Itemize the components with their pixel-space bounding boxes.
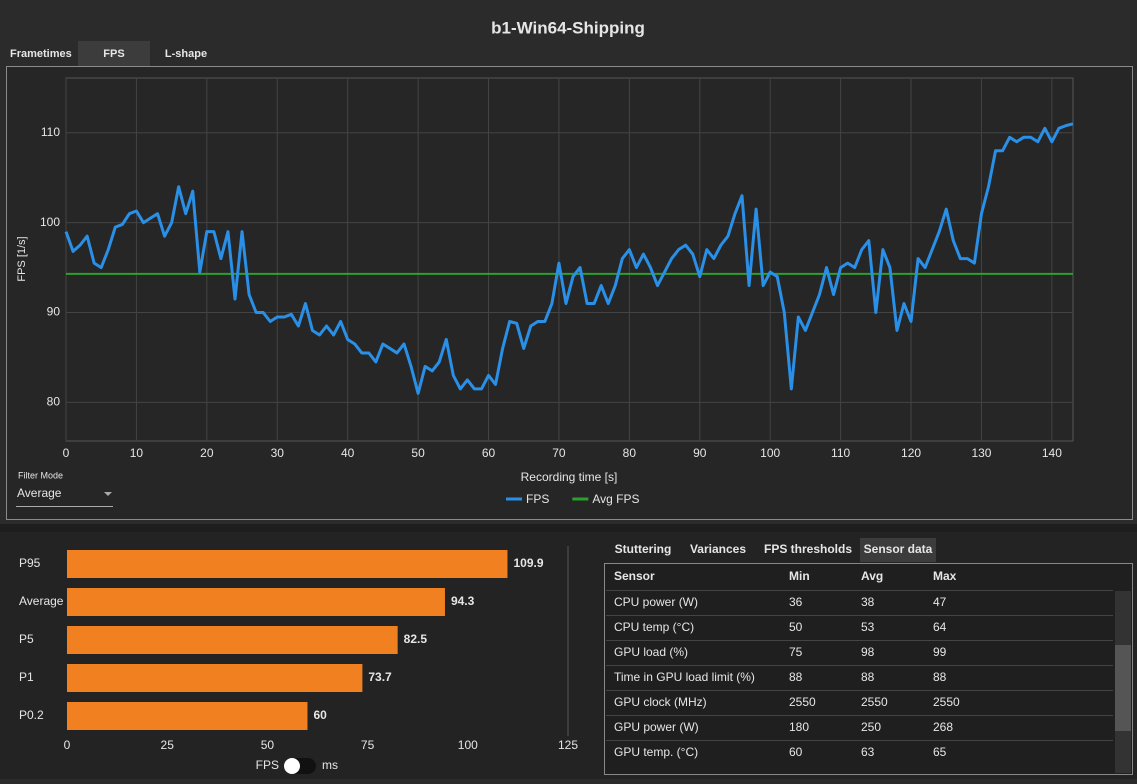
fps-line <box>64 122 1074 395</box>
table-cell: GPU clock (MHz) <box>614 695 707 709</box>
category-label: P95 <box>19 556 41 570</box>
y-tick-label: 90 <box>47 305 61 319</box>
table-cell: 88 <box>933 670 947 684</box>
x-tick-label: 40 <box>341 446 355 460</box>
separator <box>0 524 1137 532</box>
table-cell: 98 <box>861 645 875 659</box>
x-tick-label: 70 <box>552 446 566 460</box>
table-cell: GPU power (W) <box>614 720 699 734</box>
active-tab-bg <box>78 41 150 66</box>
table-cell: 99 <box>933 645 947 659</box>
toggle-label: FPS <box>256 758 279 772</box>
sensor-tab[interactable]: Variances <box>690 542 746 556</box>
x-tick-label: 100 <box>760 446 780 460</box>
table-cell: 2550 <box>861 695 888 709</box>
x-tick-label: 25 <box>161 738 175 752</box>
table-cell: 53 <box>861 620 875 634</box>
table-cell: 250 <box>861 720 881 734</box>
table-cell: 36 <box>789 595 803 609</box>
value-label: 82.5 <box>404 632 428 646</box>
category-label: P5 <box>19 632 34 646</box>
x-tick-label: 100 <box>458 738 478 752</box>
table-cell: 180 <box>789 720 809 734</box>
filter-value[interactable]: Average <box>17 486 62 500</box>
table-cell: 88 <box>789 670 803 684</box>
tab[interactable]: Frametimes <box>10 48 72 60</box>
x-axis-label: Recording time [s] <box>521 470 618 484</box>
x-tick-label: 90 <box>693 446 707 460</box>
x-tick-label: 0 <box>64 738 71 752</box>
tab[interactable]: L-shape <box>165 48 207 60</box>
table-header: Max <box>933 569 957 583</box>
table-cell: 64 <box>933 620 947 634</box>
table-header: Min <box>789 569 810 583</box>
table-cell: CPU power (W) <box>614 595 698 609</box>
table-header: Sensor <box>614 569 655 583</box>
x-tick-label: 130 <box>971 446 991 460</box>
table-cell: 38 <box>861 595 875 609</box>
table-cell: 2550 <box>789 695 816 709</box>
table-cell: 47 <box>933 595 947 609</box>
bar <box>67 664 363 692</box>
x-tick-label: 50 <box>261 738 275 752</box>
y-axis-label: FPS [1/s] <box>16 236 28 281</box>
legend-label: Avg FPS <box>592 492 639 506</box>
bar <box>67 588 445 616</box>
table-cell: 50 <box>789 620 803 634</box>
y-tick-label: 100 <box>40 215 60 229</box>
tab[interactable]: FPS <box>103 48 124 60</box>
table-cell: 88 <box>861 670 875 684</box>
table-cell: Time in GPU load limit (%) <box>614 670 755 684</box>
table-cell: 65 <box>933 745 947 759</box>
table-cell: 60 <box>789 745 803 759</box>
value-label: 60 <box>313 708 327 722</box>
active-tab-bg <box>860 538 936 562</box>
toggle-knob[interactable] <box>284 758 300 774</box>
toggle-label: ms <box>322 758 338 772</box>
x-tick-label: 80 <box>623 446 637 460</box>
x-tick-label: 60 <box>482 446 496 460</box>
category-label: P1 <box>19 670 34 684</box>
bar <box>67 702 308 730</box>
x-tick-label: 110 <box>831 446 850 460</box>
x-tick-label: 10 <box>130 446 144 460</box>
y-tick-label: 80 <box>47 395 61 409</box>
category-label: P0.2 <box>19 708 44 722</box>
table-header: Avg <box>861 569 883 583</box>
window-title: b1-Win64-Shipping <box>491 18 645 37</box>
value-label: 73.7 <box>368 670 392 684</box>
x-tick-label: 120 <box>901 446 921 460</box>
y-tick-label: 110 <box>41 125 60 139</box>
sensor-tab[interactable]: Stuttering <box>615 542 672 556</box>
table-cell: CPU temp (°C) <box>614 620 694 634</box>
table-cell: 268 <box>933 720 953 734</box>
table-cell: 2550 <box>933 695 960 709</box>
table-cell: 75 <box>789 645 803 659</box>
table-cell: 63 <box>861 745 875 759</box>
table-cell: GPU temp. (°C) <box>614 745 698 759</box>
filter-label: Filter Mode <box>18 470 63 480</box>
x-tick-label: 0 <box>63 446 70 460</box>
x-tick-label: 125 <box>558 738 578 752</box>
bar <box>67 550 508 578</box>
x-tick-label: 50 <box>411 446 425 460</box>
table-cell: GPU load (%) <box>614 645 688 659</box>
dropdown-arrow[interactable] <box>104 492 112 496</box>
bar <box>67 626 398 654</box>
x-tick-label: 140 <box>1042 446 1062 460</box>
x-tick-label: 20 <box>200 446 214 460</box>
value-label: 109.9 <box>513 556 543 570</box>
legend-label: FPS <box>526 492 549 506</box>
x-tick-label: 30 <box>271 446 285 460</box>
scrollbar-thumb[interactable] <box>1115 645 1131 731</box>
value-label: 94.3 <box>451 594 475 608</box>
x-tick-label: 75 <box>361 738 375 752</box>
sensor-table <box>604 563 1133 775</box>
sensor-tab[interactable]: Sensor data <box>864 542 933 556</box>
category-label: Average <box>19 594 64 608</box>
sensor-tab[interactable]: FPS thresholds <box>764 542 852 556</box>
